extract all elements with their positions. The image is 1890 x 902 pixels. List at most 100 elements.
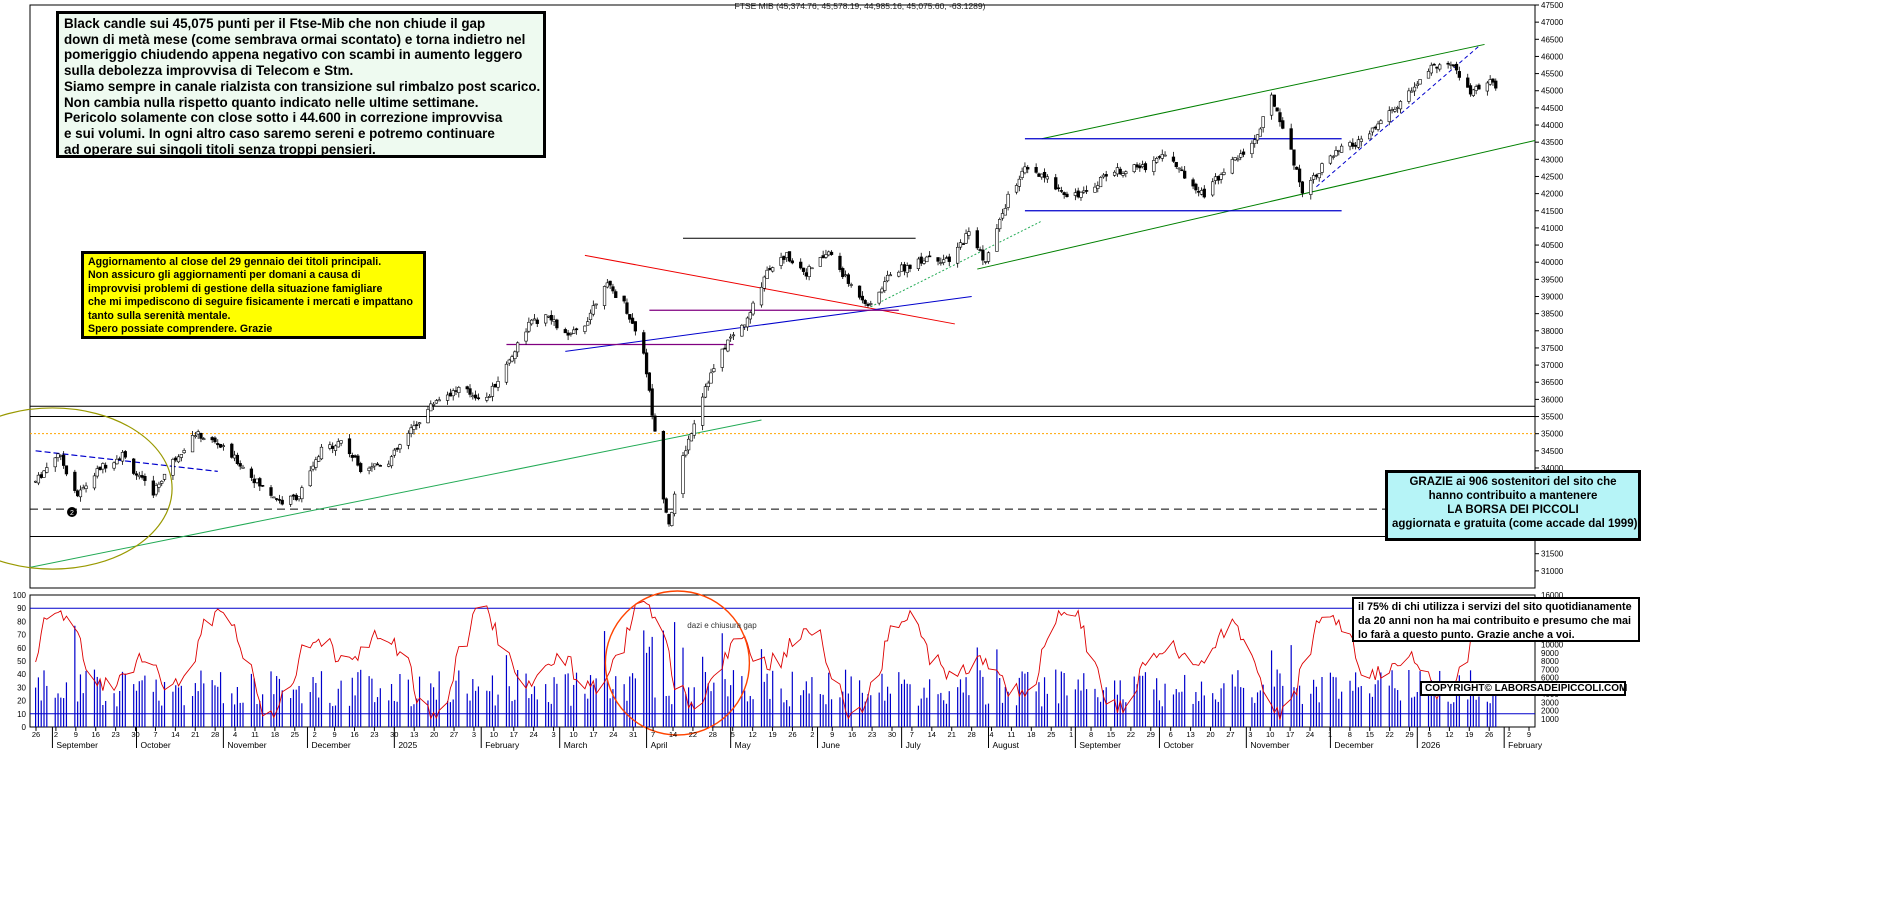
oscillator-tick-label: 100 xyxy=(13,591,27,600)
day-tick-label: 17 xyxy=(589,730,597,739)
price-tick-label: 39500 xyxy=(1541,275,1564,284)
gap-label: dazi e chiusura gap xyxy=(687,621,757,630)
candle-body xyxy=(908,264,912,269)
candle-body xyxy=(92,475,97,489)
candle-body xyxy=(720,348,724,368)
candle-body xyxy=(630,317,635,324)
candle-body xyxy=(448,392,453,397)
trendline xyxy=(35,450,218,472)
candle-body xyxy=(1042,171,1047,178)
candle-body xyxy=(78,489,83,498)
candle-body xyxy=(726,339,730,352)
candle-body xyxy=(1143,163,1148,171)
candle-body xyxy=(1062,192,1066,196)
day-tick-label: 30 xyxy=(131,730,139,739)
candle-body xyxy=(1429,64,1433,74)
candle-body xyxy=(199,432,203,439)
candle-body xyxy=(1098,177,1103,188)
candle-body xyxy=(1014,185,1019,193)
candle-body xyxy=(1160,154,1164,159)
candle-body xyxy=(151,480,155,496)
users-line: il 75% di chi utilizza i servizi del sit… xyxy=(1358,601,1632,613)
candle-body xyxy=(311,465,315,470)
candle-body xyxy=(1466,77,1470,88)
candle-body xyxy=(1269,94,1274,116)
candle-body xyxy=(1132,164,1136,172)
candle-body xyxy=(799,261,803,269)
candle-body xyxy=(353,455,357,458)
candle-body xyxy=(1485,82,1489,92)
candle-body xyxy=(863,300,867,304)
candle-body xyxy=(712,368,716,372)
day-tick-label: 3 xyxy=(551,730,555,739)
candle-body xyxy=(1241,151,1246,155)
oscillator-tick-label: 30 xyxy=(17,683,26,692)
candle-body xyxy=(824,254,828,258)
day-tick-label: 17 xyxy=(510,730,518,739)
candle-body xyxy=(182,450,186,454)
candle-body xyxy=(1289,128,1293,150)
candle-body xyxy=(59,455,63,457)
candle-body xyxy=(843,274,848,276)
candle-body xyxy=(544,314,548,324)
day-tick-label: 22 xyxy=(1385,730,1393,739)
candle-body xyxy=(1135,164,1139,168)
candle-body xyxy=(193,435,197,438)
day-tick-label: 13 xyxy=(410,730,418,739)
commentary-line: Black candle sui 45,075 punti per il Fts… xyxy=(64,16,486,31)
day-tick-label: 2 xyxy=(810,730,814,739)
day-tick-label: 3 xyxy=(1248,730,1252,739)
candle-body xyxy=(378,465,382,467)
candle-body xyxy=(328,444,332,449)
candle-body xyxy=(1457,71,1461,78)
oscillator-tick-label: 20 xyxy=(17,697,26,706)
candle-body xyxy=(62,454,66,466)
commentary-line: pomeriggio chiudendo appena negativo con… xyxy=(64,47,523,63)
candle-body xyxy=(451,390,455,397)
copyright-box[interactable]: COPYRIGHT© LABORSADEIPICCOLI.COM xyxy=(1420,681,1627,696)
price-tick-label: 47000 xyxy=(1541,18,1564,27)
candle-body xyxy=(1278,112,1282,123)
oscillator-tick-label: 90 xyxy=(17,604,26,613)
update-line: improvvisi problemi di gestione della si… xyxy=(88,282,383,295)
price-tick-label: 36000 xyxy=(1541,395,1564,404)
candle-body xyxy=(916,258,921,269)
candle-body xyxy=(1213,176,1218,181)
day-tick-label: 18 xyxy=(271,730,279,739)
candle-body xyxy=(258,478,262,487)
users-line: lo farà a questo punto. Grazie anche a v… xyxy=(1358,629,1575,641)
candle-body xyxy=(961,243,965,245)
candle-body xyxy=(373,463,377,467)
price-tick-label: 44000 xyxy=(1541,121,1564,130)
candle-body xyxy=(602,286,607,306)
day-tick-label: 7 xyxy=(153,730,157,739)
volume-tick-label: 8000 xyxy=(1541,657,1559,666)
price-tick-label: 31000 xyxy=(1541,567,1564,576)
price-tick-label: 41500 xyxy=(1541,207,1564,216)
day-tick-label: 21 xyxy=(948,730,956,739)
candle-body xyxy=(527,321,531,332)
oscillator-panel-frame xyxy=(29,594,1536,728)
candle-body xyxy=(984,261,988,263)
candle-body xyxy=(238,463,242,467)
candle-body xyxy=(473,394,478,399)
day-tick-label: 17 xyxy=(1286,730,1294,739)
candle-body xyxy=(1426,71,1431,79)
candle-body xyxy=(804,272,808,277)
day-tick-label: 28 xyxy=(709,730,717,739)
candle-body xyxy=(748,312,752,320)
candle-body xyxy=(628,314,632,320)
candle-body xyxy=(210,437,214,441)
candle-body xyxy=(1370,127,1375,133)
month-label: November xyxy=(1250,740,1289,750)
candle-body xyxy=(1295,166,1299,170)
candle-body xyxy=(1491,78,1495,83)
day-tick-label: 18 xyxy=(1027,730,1035,739)
candle-body xyxy=(779,257,783,266)
supporters-line: hanno contribuito a mantenere xyxy=(1428,490,1598,502)
candle-body xyxy=(249,468,254,478)
supporters-line: GRAZIE ai 906 sostenitori del sito che xyxy=(1409,476,1617,488)
candle-body xyxy=(1468,85,1473,95)
candle-body xyxy=(1446,62,1450,65)
candle-body xyxy=(614,291,618,298)
